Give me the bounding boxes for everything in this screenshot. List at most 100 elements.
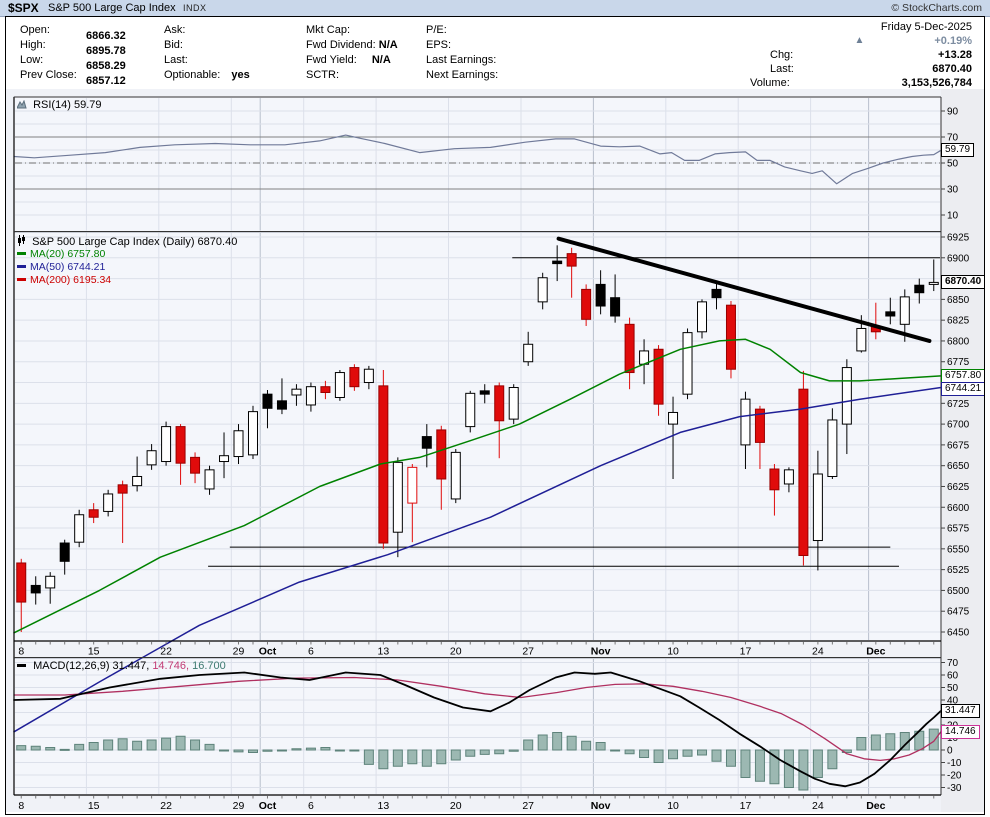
svg-text:6575: 6575 [947, 524, 970, 535]
svg-text:6725: 6725 [947, 399, 970, 410]
volume-row: Volume: 3,153,526,784 [750, 77, 972, 89]
svg-text:90: 90 [947, 107, 959, 118]
svg-text:17: 17 [740, 646, 752, 658]
svg-text:6700: 6700 [947, 420, 970, 431]
svg-text:22: 22 [160, 800, 172, 812]
macd-swatch-icon [17, 664, 26, 667]
svg-text:6600: 6600 [947, 503, 970, 514]
ma200-legend: MA(200) 6195.34 [17, 274, 237, 287]
svg-text:10: 10 [667, 800, 679, 812]
svg-text:-20: -20 [947, 771, 962, 782]
svg-text:70: 70 [947, 133, 959, 144]
svg-text:70: 70 [947, 658, 959, 669]
svg-text:6625: 6625 [947, 482, 970, 493]
svg-text:60: 60 [947, 671, 959, 682]
quote-field: Next Earnings: [426, 69, 499, 81]
quote-field: Ask: [164, 24, 186, 36]
svg-text:Dec: Dec [866, 646, 885, 658]
quote-field: Mkt Cap: [306, 24, 351, 36]
svg-text:Nov: Nov [591, 800, 611, 812]
quote-field: P/E: [426, 24, 447, 36]
svg-text:6525: 6525 [947, 565, 970, 576]
quote-field: Open: 6866.32 [20, 24, 126, 42]
quote-field: EPS: [426, 39, 452, 51]
svg-text:6: 6 [308, 646, 314, 658]
svg-text:27: 27 [522, 800, 534, 812]
up-arrow-icon: ▲ [854, 35, 865, 46]
quote-field: High: 6895.78 [20, 39, 126, 57]
candlestick-icon [17, 235, 26, 250]
ma20-swatch-icon [17, 252, 26, 255]
rsi-indicator-icon [16, 99, 27, 112]
macd-value-box: 31.447 [941, 704, 980, 718]
svg-text:22: 22 [160, 646, 172, 658]
svg-text:20: 20 [450, 646, 462, 658]
ticker-symbol: $SPX [8, 1, 39, 15]
svg-text:Oct: Oct [259, 646, 277, 658]
svg-text:13: 13 [378, 800, 390, 812]
svg-text:13: 13 [378, 646, 390, 658]
svg-text:6800: 6800 [947, 336, 970, 347]
quote-field: Fwd Dividend: N/A [306, 39, 398, 51]
ma50-swatch-icon [17, 265, 26, 268]
svg-text:0: 0 [947, 746, 953, 757]
svg-text:6650: 6650 [947, 461, 970, 472]
svg-text:30: 30 [947, 185, 959, 196]
svg-text:17: 17 [740, 800, 752, 812]
svg-text:6675: 6675 [947, 440, 970, 451]
svg-text:20: 20 [450, 800, 462, 812]
svg-text:8: 8 [18, 646, 24, 658]
quote-field: Last: [164, 54, 188, 66]
stockcharts-copyright-link[interactable]: © StockCharts.com [891, 2, 982, 14]
svg-text:29: 29 [233, 646, 245, 658]
svg-text:6825: 6825 [947, 316, 970, 327]
quote-field: Bid: [164, 39, 183, 51]
svg-text:6500: 6500 [947, 586, 970, 597]
svg-text:10: 10 [667, 646, 679, 658]
rsi-value-box: 59.79 [941, 143, 975, 157]
svg-text:6550: 6550 [947, 544, 970, 555]
ma20-value-box: 6757.80 [941, 369, 986, 383]
svg-text:6: 6 [308, 800, 314, 812]
quote-field: Last Earnings: [426, 54, 497, 66]
price-legend: S&P 500 Large Cap Index (Daily) 6870.40 … [17, 235, 237, 287]
svg-text:6775: 6775 [947, 357, 970, 368]
svg-text:6925: 6925 [947, 233, 970, 244]
price-legend-title: S&P 500 Large Cap Index (Daily) 6870.40 [17, 235, 237, 248]
ma50-legend: MA(50) 6744.21 [17, 261, 237, 274]
svg-text:15: 15 [88, 646, 100, 658]
svg-text:15: 15 [88, 800, 100, 812]
ticker-name: S&P 500 Large Cap Index [48, 2, 176, 14]
svg-text:Dec: Dec [866, 800, 885, 812]
ma20-legend: MA(20) 6757.80 [17, 248, 237, 261]
svg-text:24: 24 [812, 646, 824, 658]
quote-field: SCTR: [306, 69, 339, 81]
svg-text:-30: -30 [947, 783, 962, 794]
quote-field: Low: 6858.29 [20, 54, 126, 72]
quote-summary-panel: Open: 6866.32 High: 6895.78 Low: 6858.29 Pr… [6, 17, 982, 89]
svg-text:10: 10 [947, 211, 959, 222]
svg-text:-10: -10 [947, 758, 962, 769]
svg-text:40: 40 [947, 696, 959, 707]
svg-text:24: 24 [812, 800, 824, 812]
rsi-legend: RSI(14) 59.79 [16, 99, 102, 112]
macd-signal-value-box: 14.746 [941, 725, 980, 739]
svg-text:6475: 6475 [947, 607, 970, 618]
svg-text:6450: 6450 [947, 628, 970, 639]
last-row: Last: 6870.40 [770, 63, 972, 75]
svg-text:8: 8 [18, 800, 24, 812]
quote-field: Fwd Yield: N/A [306, 54, 391, 66]
percent-change: ▲ +0.19% [854, 35, 972, 47]
svg-text:Oct: Oct [259, 800, 277, 812]
ma200-swatch-icon [17, 278, 26, 281]
svg-text:50: 50 [947, 683, 959, 694]
ma50-value-box: 6744.21 [941, 382, 986, 396]
change-row: Chg: +13.28 [770, 49, 972, 61]
quote-field: Optionable: yes [164, 69, 250, 81]
svg-text:50: 50 [947, 159, 959, 170]
svg-text:27: 27 [522, 646, 534, 658]
svg-text:6900: 6900 [947, 253, 970, 264]
svg-text:6850: 6850 [947, 295, 970, 306]
